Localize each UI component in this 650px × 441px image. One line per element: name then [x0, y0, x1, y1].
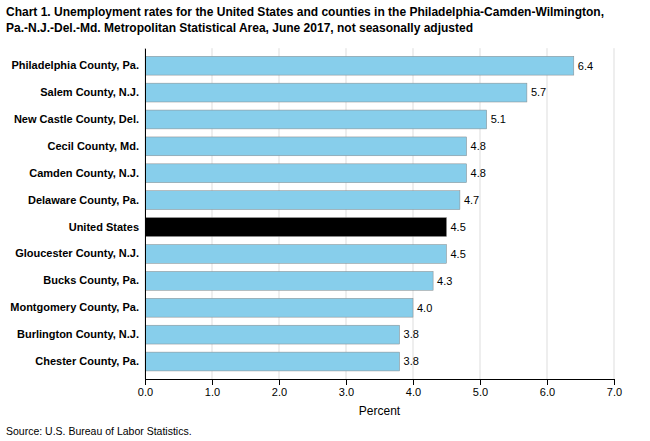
x-tick: 6.0 — [540, 379, 555, 398]
x-tick-mark — [279, 379, 280, 385]
y-tick-label: United States — [69, 221, 139, 233]
bar — [145, 137, 467, 156]
x-tick: 4.0 — [406, 379, 421, 398]
y-tick: Camden County, N.J. — [29, 167, 139, 179]
x-axis: 0.0 1.0 2.0 3.0 4.0 5.0 6.0 7.0 — [138, 379, 622, 398]
y-tick-label: Philadelphia County, Pa. — [11, 59, 139, 71]
y-tick: Philadelphia County, Pa. — [11, 59, 139, 71]
x-tick-mark — [614, 379, 615, 385]
y-tick-label: Chester County, Pa. — [35, 355, 139, 367]
data-label: 4.5 — [451, 221, 466, 233]
plot: 0.0 1.0 2.0 3.0 4.0 5.0 6.0 7.0 Philadelphia Cou… — [10, 48, 622, 398]
data-label: 6.4 — [578, 60, 593, 72]
data-label: 4.7 — [464, 194, 479, 206]
x-tick: 1.0 — [205, 379, 220, 398]
grid — [145, 48, 614, 379]
x-tick-label: 7.0 — [607, 386, 622, 398]
y-axis-line — [145, 49, 146, 380]
y-axis: Philadelphia County, Pa. Salem County, N.… — [10, 49, 145, 380]
source: Source: U.S. Bureau of Labor Statistics. — [6, 425, 192, 437]
y-tick: United States — [69, 221, 139, 233]
x-tick-mark — [212, 379, 213, 385]
y-tick: Chester County, Pa. — [35, 355, 139, 367]
x-tick-label: 5.0 — [473, 386, 488, 398]
x-tick-label: 4.0 — [406, 386, 421, 398]
y-tick-label: Salem County, N.J. — [40, 86, 139, 98]
x-axis-line — [146, 380, 615, 386]
y-tick-label: Gloucester County, N.J. — [15, 247, 139, 259]
bar — [145, 271, 433, 290]
y-tick: Delaware County, Pa. — [28, 194, 139, 206]
x-tick: 0.0 — [138, 379, 153, 398]
y-tick: Cecil County, Md. — [48, 140, 139, 152]
bar — [145, 245, 447, 264]
y-tick-label: Burlington County, N.J. — [17, 328, 139, 340]
y-tick-label: Cecil County, Md. — [48, 140, 139, 152]
data-label: 4.8 — [471, 167, 486, 179]
y-tick: Montgomery County, Pa. — [10, 301, 139, 313]
bar — [145, 218, 447, 237]
bar — [145, 56, 574, 75]
bar — [145, 352, 400, 371]
data-label: 5.1 — [491, 113, 506, 125]
y-tick: Gloucester County, N.J. — [15, 247, 139, 259]
title-line: Chart 1. Unemployment rates for the Unit… — [6, 5, 604, 19]
bar — [145, 110, 487, 129]
data-label: 4.3 — [437, 275, 452, 287]
data-label: 3.8 — [404, 328, 419, 340]
x-tick: 3.0 — [339, 379, 354, 398]
x-tick-mark — [480, 379, 481, 385]
x-tick: 5.0 — [473, 379, 488, 398]
x-tick-label: 3.0 — [339, 386, 354, 398]
x-tick: 2.0 — [272, 379, 287, 398]
grid-line — [145, 48, 146, 379]
y-tick: Bucks County, Pa. — [43, 274, 139, 286]
x-axis-title: Percent — [359, 404, 401, 418]
data-label: 4.8 — [471, 140, 486, 152]
data-labels: 6.4 5.7 5.1 4.8 4.8 4.7 4.5 4.5 4.3 4.0 3.8 3.8 — [404, 60, 593, 368]
bar — [145, 191, 460, 210]
grid-line — [614, 48, 615, 379]
y-tick-label: Bucks County, Pa. — [43, 274, 139, 286]
y-tick-label: Camden County, N.J. — [29, 167, 139, 179]
x-tick-label: 6.0 — [540, 386, 555, 398]
bar — [145, 298, 413, 317]
x-tick-mark — [547, 379, 548, 385]
x-tick-mark — [145, 379, 146, 385]
data-label: 5.7 — [531, 86, 546, 98]
x-tick-label: 0.0 — [138, 386, 153, 398]
x-tick-label: 1.0 — [205, 386, 220, 398]
y-tick: Salem County, N.J. — [40, 86, 139, 98]
title-line: Pa.-N.J.-Del.-Md. Metropolitan Statistic… — [6, 21, 473, 35]
bar — [145, 325, 400, 344]
y-tick: New Castle County, Del. — [14, 113, 139, 125]
x-tick-label: 2.0 — [272, 386, 287, 398]
x-tick: 7.0 — [607, 379, 622, 398]
chart: Chart 1. Unemployment rates for the Unit… — [0, 0, 650, 441]
data-label: 3.8 — [404, 355, 419, 367]
title: Chart 1. Unemployment rates for the Unit… — [6, 5, 604, 35]
y-tick-label: Delaware County, Pa. — [28, 194, 139, 206]
x-tick-mark — [413, 379, 414, 385]
data-label: 4.5 — [451, 248, 466, 260]
bar — [145, 83, 527, 102]
bar — [145, 164, 467, 183]
y-tick-label: Montgomery County, Pa. — [10, 301, 139, 313]
y-tick: Burlington County, N.J. — [17, 328, 139, 340]
y-tick-label: New Castle County, Del. — [14, 113, 139, 125]
data-label: 4.0 — [417, 302, 432, 314]
x-tick-mark — [346, 379, 347, 385]
grid-line — [547, 48, 548, 379]
bars — [145, 56, 574, 371]
